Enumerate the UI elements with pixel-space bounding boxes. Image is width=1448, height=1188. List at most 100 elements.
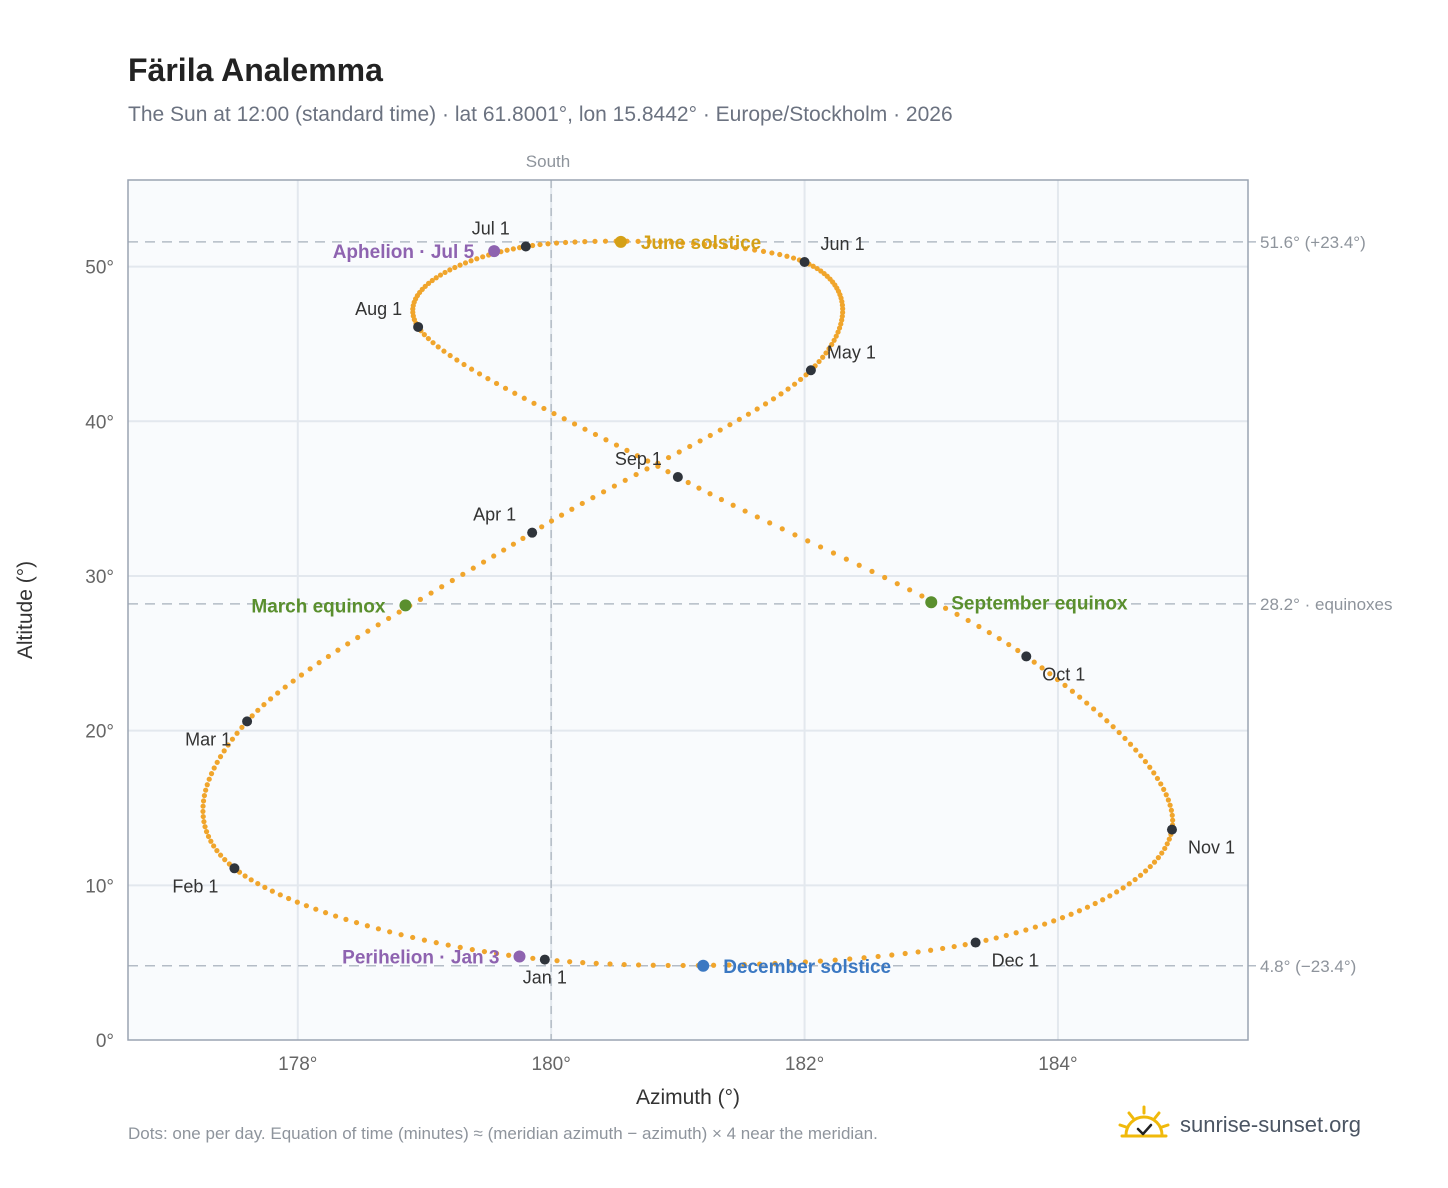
month-label: Feb 1 bbox=[172, 876, 218, 896]
daily-dot bbox=[447, 267, 453, 273]
daily-dot bbox=[687, 443, 693, 450]
daily-dot bbox=[242, 873, 248, 879]
daily-dot bbox=[1091, 706, 1097, 712]
daily-dot bbox=[267, 696, 274, 702]
daily-dot bbox=[569, 506, 575, 512]
x-tick-label: 182° bbox=[785, 1054, 824, 1075]
month-marker bbox=[805, 365, 816, 376]
daily-dot bbox=[421, 937, 428, 943]
daily-dot bbox=[833, 333, 839, 339]
daily-dot bbox=[805, 538, 811, 544]
daily-dot bbox=[269, 888, 275, 894]
daily-dot bbox=[461, 361, 467, 368]
month-marker bbox=[413, 321, 424, 332]
daily-dot bbox=[962, 942, 968, 948]
daily-dot bbox=[1068, 911, 1074, 917]
daily-dot bbox=[493, 950, 500, 957]
brand-name: sunrise-sunset.org bbox=[1180, 1112, 1361, 1137]
daily-dot bbox=[425, 280, 432, 286]
daily-dot bbox=[680, 962, 686, 969]
daily-dot bbox=[810, 263, 816, 269]
daily-dot bbox=[760, 248, 767, 255]
daily-dot bbox=[847, 956, 853, 962]
daily-dot bbox=[428, 590, 434, 596]
daily-dot bbox=[736, 416, 742, 423]
daily-dot bbox=[558, 512, 565, 518]
daily-dot bbox=[582, 426, 588, 432]
daily-dot bbox=[907, 587, 913, 593]
daily-dot bbox=[435, 344, 441, 350]
daily-dot bbox=[206, 776, 212, 782]
daily-dot bbox=[1151, 770, 1157, 776]
daily-dot bbox=[1114, 889, 1120, 895]
daily-dot bbox=[211, 765, 217, 771]
daily-dot bbox=[386, 615, 392, 622]
daily-dot bbox=[1147, 863, 1153, 870]
daily-dot bbox=[940, 945, 946, 952]
daily-dot bbox=[954, 611, 960, 617]
daily-dot bbox=[835, 329, 841, 335]
daily-dot bbox=[480, 559, 487, 565]
daily-dot bbox=[460, 571, 466, 577]
month-marker bbox=[970, 937, 981, 948]
daily-dot bbox=[836, 325, 843, 331]
daily-dot bbox=[353, 919, 360, 926]
daily-dot bbox=[1158, 781, 1164, 787]
daily-dot bbox=[600, 489, 607, 495]
month-marker bbox=[1166, 824, 1177, 835]
daily-dot bbox=[375, 926, 382, 932]
daily-dot bbox=[1032, 924, 1038, 930]
daily-dot bbox=[839, 313, 845, 319]
daily-dot bbox=[778, 391, 784, 397]
daily-dot bbox=[567, 959, 573, 965]
daily-dot bbox=[502, 385, 509, 391]
daily-dot bbox=[1059, 915, 1066, 921]
daily-dot bbox=[817, 958, 823, 964]
daily-dot bbox=[433, 275, 439, 281]
month-label: Aug 1 bbox=[355, 299, 402, 319]
daily-dot bbox=[826, 346, 832, 352]
daily-dot bbox=[792, 532, 798, 538]
daily-dot bbox=[290, 678, 296, 684]
month-label: Jun 1 bbox=[821, 234, 865, 254]
brand-logo[interactable]: sunrise-sunset.org bbox=[1118, 1100, 1361, 1150]
daily-dot bbox=[624, 447, 630, 453]
daily-dot bbox=[202, 824, 208, 830]
daily-dot bbox=[211, 843, 217, 849]
daily-dot bbox=[707, 491, 713, 497]
daily-dot bbox=[856, 562, 862, 568]
event-marker bbox=[399, 599, 412, 612]
reference-lines: 51.6° (+23.4°) 28.2° · equinoxes 4.8° (−23… bbox=[128, 180, 1393, 1040]
daily-dot bbox=[717, 427, 723, 433]
daily-dot bbox=[696, 485, 702, 491]
daily-dot bbox=[229, 736, 236, 742]
month-marker bbox=[520, 241, 531, 252]
daily-dot bbox=[429, 277, 435, 284]
daily-dot bbox=[1006, 641, 1012, 648]
daily-dot bbox=[325, 653, 331, 660]
x-tick-label: 180° bbox=[532, 1054, 571, 1075]
daily-dot bbox=[889, 952, 895, 958]
daily-dot bbox=[476, 371, 483, 377]
reference-label: 4.8° (−23.4°) bbox=[1260, 957, 1356, 976]
daily-dot bbox=[986, 629, 992, 636]
daily-dot bbox=[785, 386, 791, 392]
daily-dot bbox=[730, 502, 736, 508]
daily-dot bbox=[539, 524, 545, 530]
daily-dot bbox=[665, 469, 671, 475]
month-label: Dec 1 bbox=[992, 951, 1039, 971]
daily-dot bbox=[417, 596, 424, 602]
daily-dot bbox=[993, 935, 999, 941]
daily-dot bbox=[1003, 932, 1009, 939]
daily-dot bbox=[790, 255, 797, 261]
daily-dot bbox=[364, 923, 370, 929]
daily-dot bbox=[996, 635, 1002, 642]
daily-dot bbox=[769, 250, 775, 256]
daily-dot bbox=[248, 877, 254, 883]
daily-dot bbox=[817, 544, 824, 550]
daily-dot bbox=[480, 254, 486, 260]
daily-dot bbox=[303, 903, 310, 909]
daily-dot bbox=[722, 243, 729, 249]
daily-dot bbox=[201, 792, 208, 799]
daily-dot bbox=[1120, 885, 1126, 891]
